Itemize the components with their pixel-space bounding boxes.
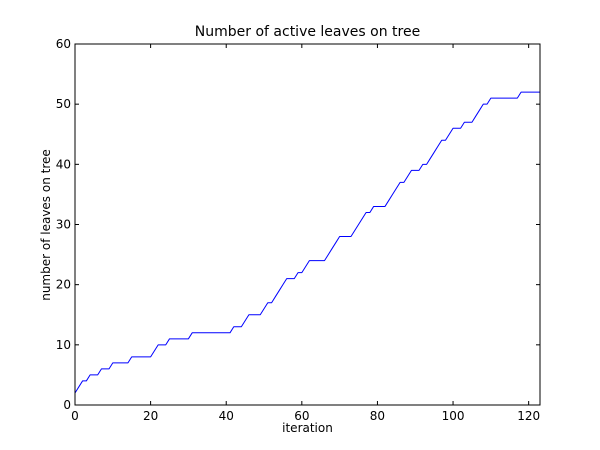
y-tick-label: 30 xyxy=(56,218,71,232)
x-tick-label: 0 xyxy=(71,409,79,423)
chart-title: Number of active leaves on tree xyxy=(195,24,420,40)
x-tick-label: 60 xyxy=(294,409,309,423)
series-line-0 xyxy=(74,91,540,394)
x-tick-label: 40 xyxy=(219,409,234,423)
y-tick-label: 20 xyxy=(56,278,71,292)
x-tick-label: 20 xyxy=(143,409,158,423)
y-axis-ticks: 0 10 20 30 40 50 60 xyxy=(56,37,540,412)
x-tick-label: 120 xyxy=(517,409,540,423)
y-tick-label: 60 xyxy=(56,37,71,51)
y-tick-label: 40 xyxy=(56,157,71,171)
x-tick-label: 100 xyxy=(442,409,465,423)
y-tick-label: 0 xyxy=(63,398,71,412)
plot-area-frame xyxy=(74,43,541,406)
y-axis-label: number of leaves on tree xyxy=(39,149,53,301)
x-tick-label: 80 xyxy=(370,409,385,423)
series-layer xyxy=(74,91,540,394)
y-tick-label: 50 xyxy=(56,97,71,111)
x-axis-ticks: 0 20 40 60 80 100 120 xyxy=(71,44,540,423)
x-axis-label: iteration xyxy=(282,421,333,435)
y-tick-label: 10 xyxy=(56,338,71,352)
